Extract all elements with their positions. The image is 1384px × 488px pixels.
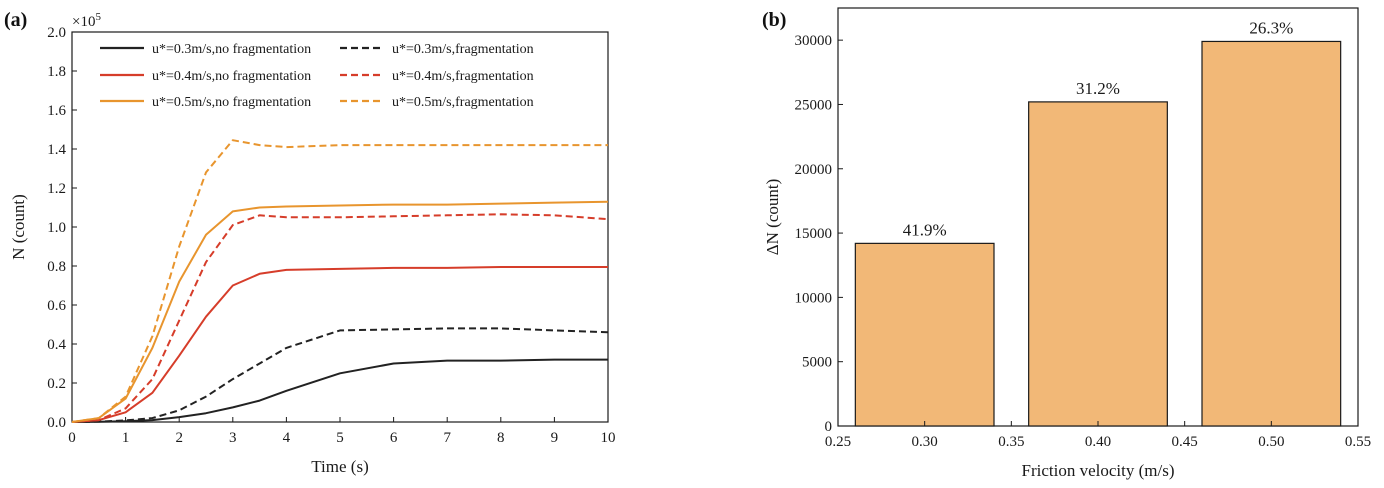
- chart-b: (b) 41.9% 31.2% 26.3% 0.25 0.30 0.35 0.40 0.45…: [762, 7, 1371, 480]
- y-tick-label: 1.0: [47, 220, 66, 236]
- series-line-3: [71, 266, 608, 423]
- y-tick-label: 1.6: [47, 103, 66, 119]
- bar-3: [1201, 40, 1342, 427]
- bar-data-label: 26.3%: [1249, 18, 1293, 37]
- legend-entry: u*=0.3m/s,no fragmentation: [152, 42, 311, 57]
- legend-entry: u*=0.3m/s,fragmentation: [392, 42, 534, 57]
- y-tick-label: 0.8: [47, 259, 66, 275]
- y-tick-label: 25000: [795, 97, 833, 113]
- x-tick-label: 0.40: [1085, 434, 1111, 450]
- bar-data-label: 41.9%: [903, 220, 947, 239]
- y-tick-label: 2.0: [47, 25, 66, 41]
- y-tick-label: 1.8: [47, 64, 66, 80]
- series-line-6: [71, 139, 608, 423]
- x-tick-label: 0.45: [1172, 434, 1198, 450]
- x-tick-label: 7: [443, 430, 451, 446]
- series-line-2: [71, 327, 609, 423]
- x-tick-label: 3: [229, 430, 237, 446]
- y-tick-label: 0.4: [47, 337, 66, 353]
- legend-entry: u*=0.5m/s,fragmentation: [392, 95, 534, 110]
- series-line-4: [71, 213, 609, 423]
- x-tick-label: 2: [175, 430, 183, 446]
- y-tick-label: 0.6: [47, 298, 66, 314]
- chart-a: (a) ×105 0 1 2 3 4 5 6 7 8 9 10 0.0 0.2 0.4 0.6 0.8 1.0…: [4, 9, 616, 476]
- y-tick-label: 1.2: [47, 181, 66, 197]
- y-tick-label: 0: [825, 419, 833, 435]
- x-tick-label: 0: [68, 430, 76, 446]
- legend-entry: u*=0.5m/s,no fragmentation: [152, 95, 311, 110]
- y-tick-label: 0.0: [47, 415, 66, 431]
- y-axis-label-a: N (count): [9, 194, 28, 260]
- x-tick-label: 0.50: [1258, 434, 1284, 450]
- x-tick-label: 0.35: [998, 434, 1024, 450]
- y-tick-label: 5000: [802, 355, 832, 371]
- x-axis-label-b: Friction velocity (m/s): [1022, 461, 1175, 480]
- x-tick-label: 0.25: [825, 434, 851, 450]
- x-tick-label: 0.55: [1345, 434, 1371, 450]
- x-tick-label: 8: [497, 430, 505, 446]
- x-tick-label: 4: [283, 430, 291, 446]
- y-tick-label: 20000: [795, 162, 833, 178]
- x-tick-label: 10: [601, 430, 616, 446]
- legend-entry: u*=0.4m/s,no fragmentation: [152, 69, 311, 84]
- y-tick-label: 0.2: [47, 376, 66, 392]
- x-tick-label: 1: [122, 430, 130, 446]
- x-axis-label-a: Time (s): [311, 457, 368, 476]
- y-tick-label: 30000: [795, 33, 833, 49]
- y-tick-label: 15000: [795, 226, 833, 242]
- x-tick-label: 6: [390, 430, 398, 446]
- y-tick-label: 1.4: [47, 142, 66, 158]
- series-line-1: [71, 358, 608, 423]
- panel-b-label: (b): [762, 9, 786, 31]
- x-tick-label: 5: [336, 430, 344, 446]
- plot-a-frame: [71, 31, 609, 423]
- y-axis-label-b: ΔN (count): [763, 179, 782, 256]
- exponent-label: ×105: [72, 11, 101, 30]
- legend-entry: u*=0.4m/s,fragmentation: [392, 69, 534, 84]
- series-line-5: [71, 200, 609, 423]
- bar-1: [854, 242, 995, 427]
- panel-a-label: (a): [4, 9, 27, 31]
- bar-2: [1028, 101, 1168, 427]
- x-tick-label: 0.30: [912, 434, 938, 450]
- bar-data-label: 31.2%: [1076, 79, 1120, 98]
- x-tick-label: 9: [551, 430, 559, 446]
- y-tick-label: 10000: [795, 290, 833, 306]
